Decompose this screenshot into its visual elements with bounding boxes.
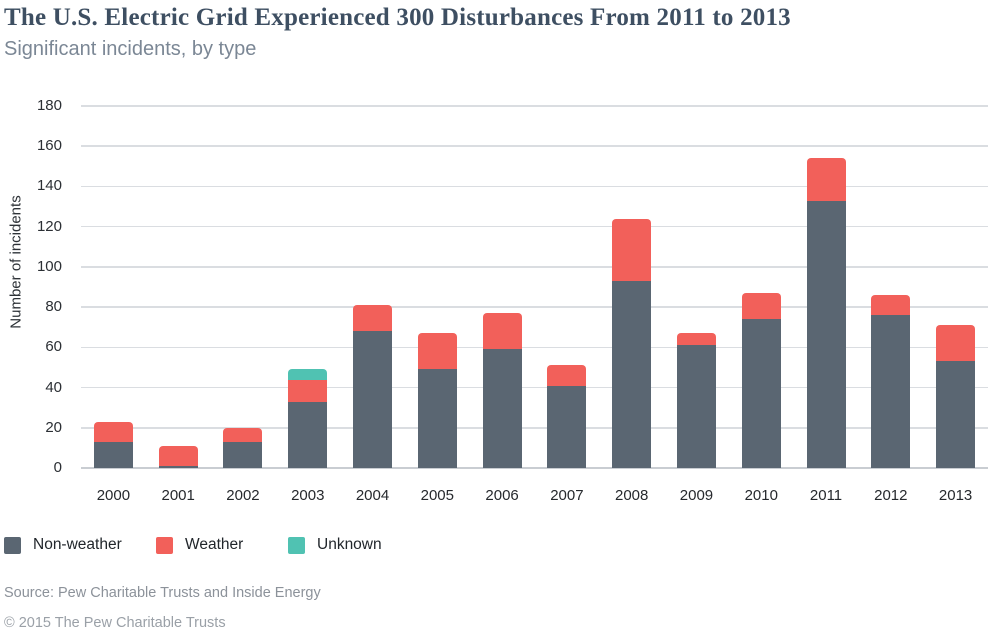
gridline-100 [81, 266, 988, 268]
bar-segment-2003-unknown [288, 369, 328, 380]
legend-label: Weather [185, 536, 244, 553]
chart-title: The U.S. Electric Grid Experienced 300 D… [4, 4, 791, 31]
y-tick-label-60: 60 [45, 338, 62, 356]
gridline-20 [81, 427, 988, 429]
x-tick-label-2005: 2005 [420, 487, 454, 504]
bar-segment-2005-non-weather [417, 369, 457, 468]
bar-segment-2003-weather [288, 379, 328, 402]
legend-swatch-weather [156, 536, 173, 554]
bar-segment-2007-non-weather [547, 385, 587, 468]
bar-segment-2004-non-weather [353, 331, 393, 468]
bar-segment-2008-non-weather [612, 280, 652, 468]
gridline-80 [81, 306, 988, 308]
legend-label: Unknown [317, 536, 382, 553]
legend-label: Non-weather [33, 536, 122, 553]
gridline-0 [81, 467, 988, 469]
bar-segment-2006-weather [482, 313, 522, 350]
x-tick-label-2002: 2002 [226, 487, 260, 504]
gridline-40 [81, 386, 988, 389]
x-tick-label-2001: 2001 [161, 487, 195, 504]
bar-segment-2006-non-weather [482, 349, 522, 468]
y-tick-label-40: 40 [45, 378, 62, 396]
source-note: Source: Pew Charitable Trusts and Inside… [4, 585, 321, 601]
bar-segment-2009-non-weather [676, 345, 716, 468]
bar-segment-2000-non-weather [93, 441, 133, 468]
bar-segment-2012-weather [871, 295, 911, 316]
legend-item-weather: Weather [156, 536, 243, 554]
legend-item-non-weather: Non-weather [4, 536, 122, 554]
y-tick-label-80: 80 [45, 298, 62, 316]
y-tick-label-20: 20 [45, 418, 62, 436]
bar-segment-2002-non-weather [223, 441, 263, 468]
bar-segment-2001-non-weather [158, 465, 198, 468]
x-tick-label-2000: 2000 [96, 487, 131, 504]
gridline-140 [81, 185, 988, 188]
x-tick-label-2010: 2010 [744, 487, 778, 504]
bar-segment-2010-non-weather [741, 319, 781, 468]
x-tick-label-2013: 2013 [938, 487, 973, 504]
y-tick-label-120: 120 [36, 217, 62, 235]
y-tick-label-180: 180 [36, 97, 62, 114]
legend-swatch-non-weather [4, 536, 21, 554]
y-tick-label-0: 0 [53, 459, 62, 476]
bar-segment-2011-non-weather [806, 200, 846, 468]
y-tick-label-160: 160 [36, 137, 62, 155]
bar-segment-2013-weather [936, 325, 976, 362]
bar-segment-2010-weather [741, 293, 781, 320]
y-tick-label-100: 100 [36, 257, 62, 275]
x-tick-label-2012: 2012 [874, 487, 908, 504]
chart-subtitle: Significant incidents, by type [4, 38, 257, 60]
bar-segment-2008-weather [612, 218, 652, 281]
y-tick-label-140: 140 [36, 177, 62, 195]
bar-segment-2007-weather [547, 365, 587, 386]
x-tick-label-2008: 2008 [614, 487, 649, 504]
bar-segment-2012-non-weather [871, 315, 911, 468]
bar-segment-2005-weather [417, 333, 457, 370]
bar-segment-2004-weather [353, 305, 393, 332]
bar-segment-2001-weather [158, 445, 198, 466]
gridline-60 [81, 346, 988, 349]
x-tick-label-2003: 2003 [291, 487, 325, 504]
bar-segment-2000-weather [93, 421, 133, 442]
bar-segment-2003-non-weather [288, 401, 328, 468]
copyright-note: © 2015 The Pew Charitable Trusts [4, 615, 226, 631]
gridline-180 [81, 105, 988, 107]
gridline-160 [81, 145, 988, 147]
bar-segment-2013-non-weather [936, 361, 976, 468]
x-tick-label-2006: 2006 [485, 487, 519, 504]
bar-segment-2009-weather [676, 333, 716, 346]
legend-swatch-unknown [288, 536, 305, 554]
x-tick-label-2007: 2007 [550, 487, 584, 504]
x-tick-label-2011: 2011 [809, 487, 843, 504]
bar-segment-2002-weather [223, 427, 263, 442]
x-tick-label-2004: 2004 [355, 487, 390, 504]
legend-item-unknown: Unknown [288, 536, 382, 554]
bar-segment-2011-weather [806, 158, 846, 201]
gridline-120 [81, 225, 988, 228]
x-tick-label-2009: 2009 [679, 487, 714, 504]
